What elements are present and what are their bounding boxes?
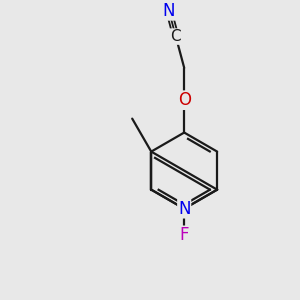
Text: N: N <box>178 200 190 218</box>
Text: O: O <box>178 91 191 109</box>
Text: F: F <box>179 226 189 244</box>
Text: N: N <box>163 2 175 20</box>
Text: C: C <box>170 29 181 44</box>
